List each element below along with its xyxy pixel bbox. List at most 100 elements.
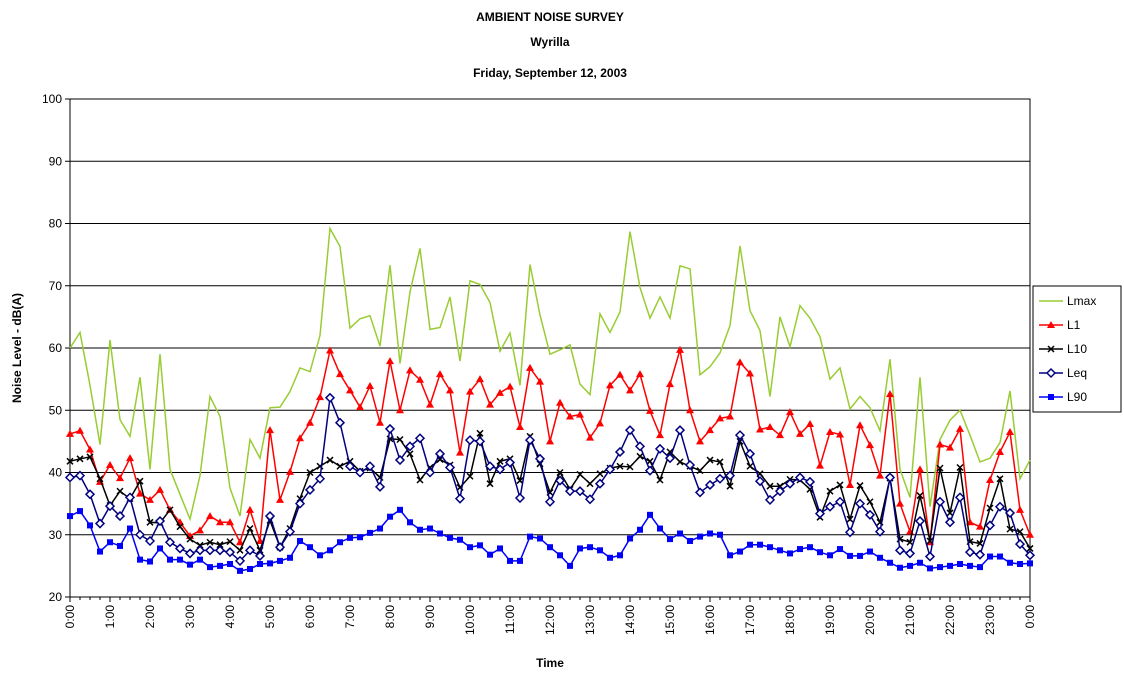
data-point [766,482,774,490]
data-point [237,567,243,574]
data-point [117,542,123,549]
data-point [716,414,724,422]
data-point [67,513,73,520]
legend-marker [1047,345,1055,353]
data-point [944,517,956,528]
data-point [916,465,924,473]
data-point [1026,530,1034,538]
data-point [1026,544,1034,552]
data-point [536,377,544,385]
data-point [234,555,246,566]
data-point [646,457,654,465]
data-point [686,406,694,414]
y-tick-label: 70 [49,279,63,293]
data-point [906,538,914,546]
data-point [976,522,984,530]
data-point [1016,505,1024,513]
data-point [154,515,166,527]
data-point [1014,539,1026,550]
data-point [146,518,154,526]
data-point [206,538,214,546]
data-point [224,547,236,558]
data-point [177,556,183,563]
data-point [786,408,794,416]
data-point [896,499,904,507]
data-point [706,426,714,434]
data-point [366,381,374,389]
legend-label: L1 [1067,318,1081,332]
data-point [796,429,804,437]
data-point [726,482,734,490]
data-point [627,535,633,542]
data-point [497,545,503,552]
data-point [236,538,244,546]
data-point [127,525,133,532]
data-point [924,551,936,562]
x-tick-label: 19:00 [823,605,837,635]
data-point [676,345,684,353]
data-point [394,454,406,466]
data-point [426,400,434,408]
data-point [76,426,84,434]
chart-date: Friday, September 12, 2003 [473,66,627,80]
data-point [556,468,564,477]
data-point [604,464,616,475]
legend-marker [1047,321,1055,328]
data-point [704,479,716,491]
data-point [77,508,83,515]
legend-label: Leq [1067,366,1087,380]
data-point [904,548,916,559]
data-point [624,425,636,436]
data-point [326,346,334,354]
data-point [137,556,143,563]
data-point [1027,560,1033,567]
data-point [774,486,786,497]
data-point [314,473,326,484]
data-point [884,472,896,483]
data-point [927,565,933,572]
data-point [914,515,926,527]
data-point [1006,525,1014,533]
data-point [116,474,124,482]
x-tick-label: 11:00 [503,605,517,634]
data-point [864,509,876,520]
series-line [69,225,1031,522]
data-point [617,552,623,559]
data-point [357,534,363,541]
chart-subtitle: Wyrilla [530,35,569,49]
x-tick-label: 7:00 [343,605,357,629]
data-point [856,482,864,490]
data-point [817,549,823,556]
data-point [134,529,146,540]
data-point [757,541,763,548]
data-point [666,380,674,388]
data-point [654,443,666,454]
legend-label: L10 [1067,342,1087,356]
legend-marker [1045,367,1057,379]
data-point [74,470,86,481]
x-tick-label: 2:00 [143,605,157,629]
data-point [816,461,824,469]
data-point [1024,550,1036,561]
data-point [977,564,983,571]
data-point [104,501,116,512]
x-tick-label: 12:00 [543,605,557,635]
data-point [236,546,244,554]
data-point [296,434,304,442]
data-point [486,480,494,488]
data-point [844,527,856,538]
data-point [797,546,803,553]
data-point [874,526,886,537]
data-point [607,554,613,561]
data-point [266,426,274,434]
data-point [337,539,343,546]
data-point [107,539,113,546]
x-tick-label: 17:00 [743,605,757,635]
data-point [447,534,453,541]
data-point [934,496,946,507]
data-point [836,481,844,489]
data-point [197,556,203,563]
data-point [167,556,173,563]
data-point [427,525,433,532]
data-point [616,462,624,470]
